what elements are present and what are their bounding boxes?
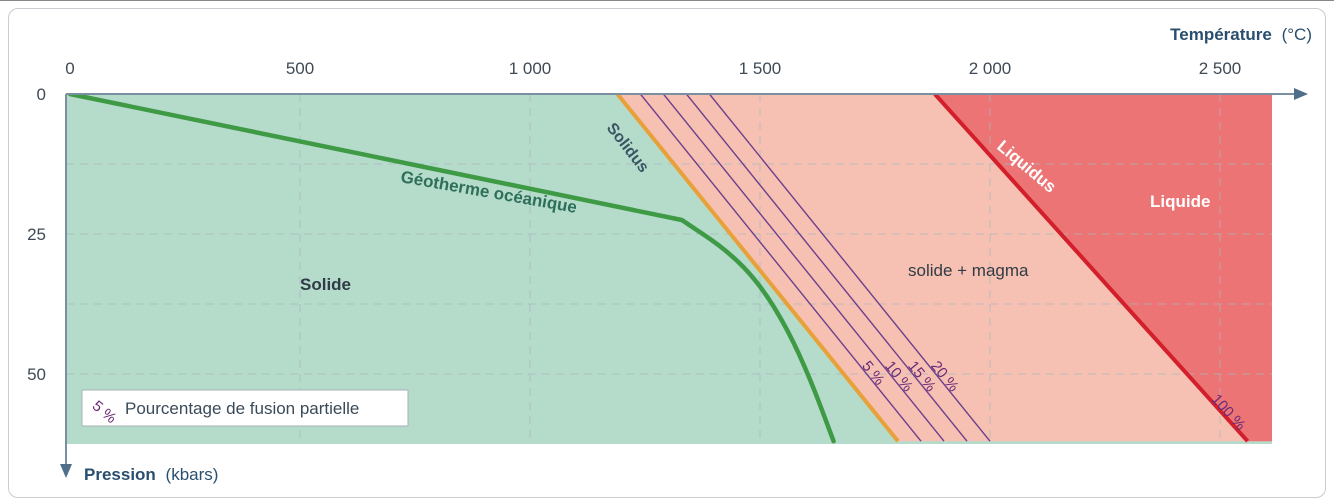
x-tick-label-3: 1 500	[739, 59, 782, 78]
partial-melting-line-0	[639, 94, 922, 442]
x-tick-label-5: 2 500	[1199, 59, 1242, 78]
region-label-solide-magma: solide + magma	[908, 261, 1029, 280]
x-tick-label-0: 0	[65, 59, 74, 78]
solidus-line	[615, 94, 900, 443]
curve-layer	[67, 94, 1250, 444]
geotherme-line	[67, 94, 836, 444]
y-axis-title: Pression (kbars)	[84, 465, 218, 484]
region-label-liquide: Liquide	[1150, 192, 1210, 211]
legend-box	[81, 389, 409, 427]
y-axis-arrow	[60, 464, 72, 478]
y-tick-label-1: 25	[27, 225, 46, 244]
axis-layer: 0 500 1 000 1 500 2 000 2 500 0 25 50	[27, 59, 1308, 478]
region-liquide	[934, 94, 1272, 442]
x-axis-unit: (°C)	[1282, 25, 1312, 44]
x-axis-label: Température	[1170, 25, 1272, 44]
legend: 5 % Pourcentage de fusion partielle	[81, 389, 409, 427]
x-tick-label-1: 500	[286, 59, 314, 78]
top-rule	[0, 0, 1334, 1]
x-axis-title: Température (°C)	[1170, 25, 1312, 44]
y-tick-label-0: 0	[37, 85, 46, 104]
y-axis-label: Pression	[84, 465, 156, 484]
region-label-solide: Solide	[300, 275, 351, 294]
partial-melting-line-1	[662, 94, 945, 442]
legend-text: Pourcentage de fusion partielle	[125, 399, 359, 418]
x-axis-arrow	[1294, 88, 1308, 100]
x-tick-label-4: 2 000	[969, 59, 1012, 78]
partial-melting-line-3	[708, 94, 991, 442]
y-axis-unit: (kbars)	[166, 465, 219, 484]
liquidus-line	[933, 94, 1250, 443]
region-layer	[66, 94, 1272, 444]
partial-melting-line-2	[685, 94, 968, 442]
y-tick-label-2: 50	[27, 365, 46, 384]
x-tick-label-2: 1 000	[509, 59, 552, 78]
